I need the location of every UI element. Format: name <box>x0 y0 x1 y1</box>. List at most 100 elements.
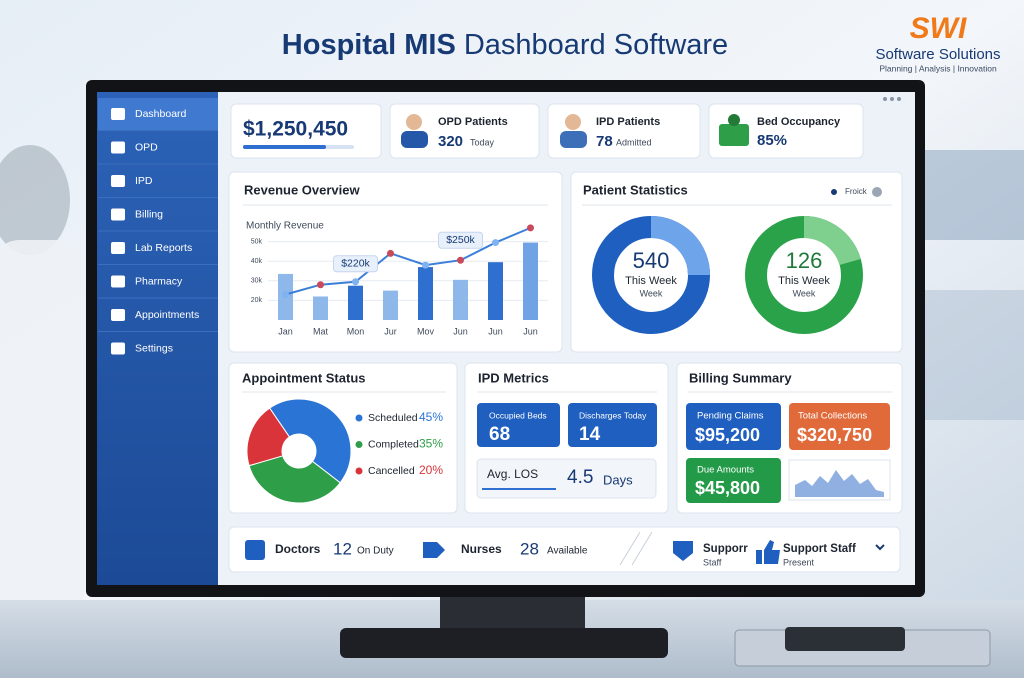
ring-caption: Week <box>793 288 816 298</box>
avatar-body <box>560 131 587 148</box>
los-bar <box>482 488 556 490</box>
kpi-note: Today <box>470 137 495 147</box>
tile-value: $95,200 <box>695 425 760 445</box>
footer-bar <box>228 526 901 573</box>
sidebar-item[interactable]: IPD <box>135 175 153 187</box>
x-tick-label: Mat <box>313 326 329 336</box>
bed-icon <box>719 114 749 146</box>
logo-tagline: Planning | Analysis | Innovation <box>879 63 997 73</box>
tile-label: Total Collections <box>798 411 867 422</box>
separator <box>619 531 641 566</box>
sidebar-item[interactable]: Appointments <box>135 309 199 321</box>
avatar-head <box>565 114 581 130</box>
kpi-value: 320 <box>438 133 463 150</box>
annotation-box <box>438 231 483 249</box>
sidebar-icon <box>111 175 125 187</box>
progress-fill <box>243 145 326 149</box>
legend-label: Completed <box>368 438 419 450</box>
line-point <box>387 249 394 257</box>
sidebar-item[interactable]: Billing <box>135 208 163 220</box>
ipd-tile <box>477 403 560 447</box>
title-rest: Dashboard Software <box>464 29 728 61</box>
x-tick-label: Jur <box>384 326 397 336</box>
footer-label: Nurses <box>461 542 502 556</box>
billing-tile <box>686 458 781 503</box>
ring-segment <box>650 216 710 276</box>
tile-value: 4.5 <box>567 467 593 488</box>
footer-label: Supporr <box>703 543 748 555</box>
kpi-card <box>230 103 382 159</box>
legend-label: Cancelled <box>368 465 415 477</box>
sidebar-item[interactable]: Lab Reports <box>135 242 192 254</box>
bar <box>488 262 503 320</box>
tile-value: 14 <box>579 424 601 445</box>
bed-shape <box>719 124 749 146</box>
tile-value: $320,750 <box>797 425 872 445</box>
kpi-value: $1,250,450 <box>243 118 348 141</box>
ring-center <box>768 239 840 311</box>
pie-slice <box>248 455 341 504</box>
shield-icon <box>673 541 693 561</box>
x-tick-label: Mon <box>347 326 365 336</box>
tile-label: Avg. LOS <box>487 467 538 481</box>
ring-value: 540 <box>633 248 670 273</box>
avatar-ipd <box>560 114 587 148</box>
bar <box>383 290 398 320</box>
tile-label: Occupied Beds <box>489 410 547 420</box>
legend-value: 20% <box>419 463 443 477</box>
footer-value: 28 <box>520 539 539 558</box>
footer-value: 12 <box>333 539 352 558</box>
line-point <box>352 278 359 286</box>
sidebar-icon <box>111 108 125 120</box>
x-tick-label: Jun <box>453 326 468 336</box>
dot <box>883 97 887 101</box>
kpi-label: OPD Patients <box>438 116 508 128</box>
footer-note: On Duty <box>357 546 394 557</box>
legend-value: 45% <box>419 410 443 424</box>
legend-label: Scheduled <box>368 412 418 424</box>
chevron[interactable] <box>875 544 885 551</box>
tile-value: 68 <box>489 424 510 445</box>
revenue-line <box>285 226 531 296</box>
ring-segment <box>803 216 861 266</box>
logo-name: Software Solutions <box>875 46 1000 63</box>
chart-subtitle: Monthly Revenue <box>246 221 324 232</box>
y-tick-label: 40k <box>251 258 263 265</box>
pie-slice <box>246 407 291 467</box>
kpi-note: Admitted <box>616 137 652 147</box>
sidebar-icon <box>111 275 125 288</box>
line-point <box>527 224 534 232</box>
ring-caption: This Week <box>625 275 677 287</box>
line-point <box>317 281 324 289</box>
sidebar <box>97 92 218 585</box>
thumb-icon <box>756 540 780 564</box>
sidebar-item[interactable]: Dashboard <box>135 108 187 120</box>
x-tick-label: Jan <box>278 326 293 336</box>
line-point <box>282 291 289 299</box>
title-strong: Hospital MIS <box>282 29 456 61</box>
separator <box>631 531 653 566</box>
dot <box>890 97 894 101</box>
sidebar-icon <box>111 309 125 321</box>
legend-label: Froick <box>845 187 868 196</box>
kpi-value: 78 <box>596 133 613 150</box>
avatar-body <box>401 131 428 148</box>
legend-value: 35% <box>419 437 443 451</box>
sidebar-item[interactable]: Settings <box>135 342 173 354</box>
sidebar-item[interactable]: OPD <box>135 141 158 153</box>
sidebar-item[interactable]: Pharmacy <box>135 275 183 287</box>
footer-note: Available <box>547 546 588 557</box>
tile-label: Due Amounts <box>697 465 754 476</box>
pie-slice <box>268 398 352 484</box>
nurse-icon <box>423 542 445 558</box>
sparkline <box>795 470 884 497</box>
x-tick-label: Jun <box>523 326 538 336</box>
footer-note: Present <box>783 557 815 567</box>
legend-dot <box>355 467 363 475</box>
logo-mark: SWI <box>910 12 967 45</box>
x-tick-label: Jun <box>488 326 503 336</box>
annotation-box <box>333 255 378 273</box>
panel-title: IPD Metrics <box>478 370 549 385</box>
